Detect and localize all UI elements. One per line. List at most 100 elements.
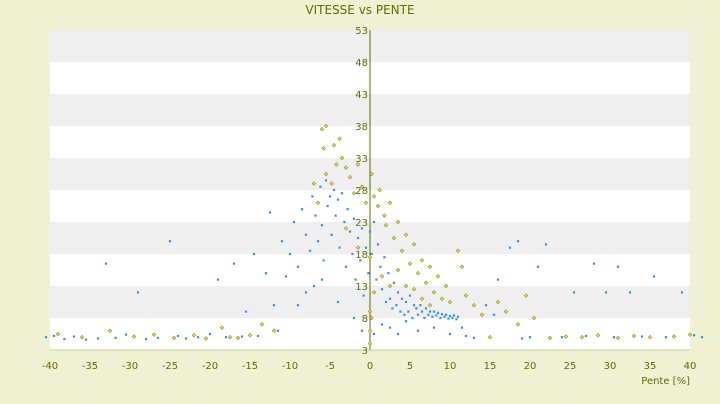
data-point xyxy=(256,334,260,338)
data-point xyxy=(268,211,272,214)
data-point xyxy=(388,297,392,300)
data-point xyxy=(395,267,401,273)
y-tick-label: 43 xyxy=(355,90,368,101)
x-tick-label: 15 xyxy=(484,361,497,372)
data-point xyxy=(346,208,349,211)
data-point xyxy=(284,275,288,278)
data-point xyxy=(343,165,349,170)
data-point xyxy=(592,262,596,265)
data-point xyxy=(360,227,364,230)
data-point xyxy=(455,318,458,321)
data-point xyxy=(392,281,396,284)
data-point xyxy=(403,232,409,238)
data-point xyxy=(408,294,412,297)
data-point xyxy=(304,291,308,294)
data-point xyxy=(367,254,373,260)
y-tick-label: 3 xyxy=(362,346,368,357)
data-point xyxy=(400,297,404,300)
data-point xyxy=(203,336,209,341)
data-point xyxy=(96,337,100,340)
data-point xyxy=(227,334,233,340)
data-point xyxy=(216,278,220,281)
data-point xyxy=(347,174,353,180)
data-point xyxy=(351,252,354,256)
data-point xyxy=(232,262,236,265)
x-tick-label: 0 xyxy=(367,361,373,372)
data-point xyxy=(355,162,361,167)
data-point xyxy=(331,142,337,148)
data-point xyxy=(516,240,520,243)
data-point xyxy=(396,332,400,336)
data-point xyxy=(336,198,340,201)
data-point xyxy=(419,258,425,263)
data-point xyxy=(395,219,401,225)
data-point xyxy=(384,300,388,304)
data-point xyxy=(464,334,468,338)
data-point xyxy=(515,322,521,327)
data-point xyxy=(360,329,364,332)
data-point xyxy=(520,337,524,340)
data-point xyxy=(300,208,304,211)
data-point xyxy=(447,299,453,305)
data-point xyxy=(320,278,324,281)
data-point xyxy=(44,336,48,339)
x-tick-label: 20 xyxy=(524,361,537,372)
data-point xyxy=(487,334,493,340)
data-point xyxy=(584,334,588,338)
data-point xyxy=(72,335,76,338)
data-point xyxy=(326,204,329,208)
data-point xyxy=(427,264,433,270)
data-point xyxy=(671,334,677,339)
data-point xyxy=(308,249,312,252)
x-tick-label: 30 xyxy=(604,361,617,372)
data-point xyxy=(411,286,417,292)
data-point xyxy=(455,248,461,254)
data-point xyxy=(208,332,212,336)
y-tick-label: 38 xyxy=(355,122,368,133)
data-point xyxy=(411,316,414,320)
data-point xyxy=(344,265,348,268)
axes xyxy=(50,30,690,351)
data-point xyxy=(403,283,409,289)
x-axis-label: Pente [%] xyxy=(641,376,690,387)
data-point xyxy=(84,338,88,341)
data-point xyxy=(435,274,441,279)
data-point xyxy=(387,200,393,206)
data-point xyxy=(321,146,326,151)
data-point xyxy=(372,220,376,224)
data-point xyxy=(79,334,85,340)
data-point xyxy=(352,316,356,320)
data-point xyxy=(375,278,378,281)
data-point xyxy=(547,335,553,341)
data-point xyxy=(380,288,384,291)
data-point xyxy=(315,200,321,206)
data-point xyxy=(496,278,500,281)
data-point xyxy=(424,307,428,310)
data-point xyxy=(311,195,314,198)
data-point xyxy=(156,336,160,339)
data-point xyxy=(316,240,320,243)
x-tick-label: 35 xyxy=(644,361,657,372)
data-point xyxy=(640,335,644,338)
data-point xyxy=(528,336,532,339)
data-point xyxy=(356,236,360,240)
tick-labels: -40 -35 -30 -25 -20 -15 -10 -5 0 5 10 15 20 25 30 35 40 3… xyxy=(42,26,697,372)
data-point xyxy=(412,304,416,307)
data-point xyxy=(432,326,436,329)
data-point xyxy=(364,246,368,249)
data-point xyxy=(354,278,357,281)
data-point xyxy=(563,334,569,339)
data-point xyxy=(440,313,444,316)
data-point xyxy=(579,334,585,340)
data-point xyxy=(352,217,356,220)
data-point xyxy=(144,338,148,341)
data-point xyxy=(379,274,385,279)
data-point xyxy=(472,336,476,339)
data-point xyxy=(334,162,339,167)
data-point xyxy=(368,230,372,233)
data-point xyxy=(391,307,394,310)
data-point xyxy=(692,334,696,337)
x-tick-label: -20 xyxy=(202,361,218,372)
data-point xyxy=(531,315,537,321)
y-tick-label: 28 xyxy=(355,186,368,197)
